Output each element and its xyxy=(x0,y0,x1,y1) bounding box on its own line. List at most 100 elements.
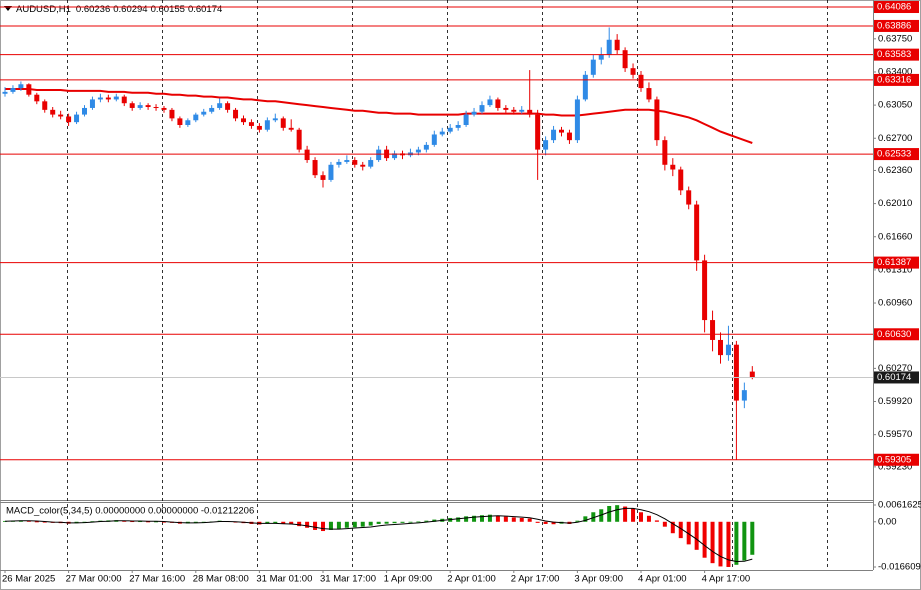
macd-bar xyxy=(710,521,715,564)
level-box xyxy=(874,148,919,161)
candle-body xyxy=(344,160,350,162)
y-tick-label: 0.61310 xyxy=(878,264,912,275)
level-box xyxy=(874,328,919,341)
candle-body xyxy=(217,103,223,108)
candle-body xyxy=(741,390,747,401)
macd-bar xyxy=(42,521,47,523)
candle-body xyxy=(89,99,95,108)
macd-bar xyxy=(344,521,349,528)
macd-bar xyxy=(591,512,596,522)
candle-body xyxy=(145,105,151,108)
candle-body xyxy=(638,74,644,89)
macd-bar xyxy=(631,508,636,522)
macd-bar xyxy=(678,521,683,539)
candle-body xyxy=(392,153,398,159)
candle-body xyxy=(503,107,509,110)
macd-bar xyxy=(654,520,659,522)
macd-bar xyxy=(646,515,651,522)
open-value: 0.60236 xyxy=(76,4,110,15)
candle-body xyxy=(50,109,56,115)
y-tick-label: 0.62010 xyxy=(878,198,912,209)
macd-signal xyxy=(4,507,753,563)
current-price-label: 0.60174 xyxy=(877,372,911,383)
macd-bar xyxy=(26,520,31,522)
candle-body xyxy=(551,129,557,141)
candle-body xyxy=(280,118,286,128)
x-tick-label: 2 Apr 17:00 xyxy=(511,574,560,585)
candle-body xyxy=(718,339,723,356)
macd-bar xyxy=(321,521,325,532)
candle-body xyxy=(527,109,533,115)
macd-bar xyxy=(392,521,397,524)
y-tick-label: 0.62360 xyxy=(878,165,912,176)
candle-body xyxy=(654,99,660,141)
candle-body xyxy=(439,131,445,135)
macd-bar xyxy=(162,521,166,523)
candle-body xyxy=(105,97,111,100)
x-tick-label: 27 Mar 16:00 xyxy=(129,574,185,585)
candle-body xyxy=(710,320,716,340)
level-box xyxy=(874,19,919,32)
level-box xyxy=(874,48,919,61)
macd-bar xyxy=(273,521,278,524)
candle-body xyxy=(614,39,620,51)
candle-body xyxy=(694,204,700,261)
candle-body xyxy=(18,84,24,89)
candle-body xyxy=(304,149,310,161)
candle-body xyxy=(686,190,692,205)
candle-body xyxy=(169,109,175,119)
candle-body xyxy=(209,107,215,112)
y-tick-label: 0.59230 xyxy=(878,461,912,472)
candle-body xyxy=(185,120,191,125)
macd-bar xyxy=(726,521,731,567)
x-tick-label: 4 Apr 17:00 xyxy=(702,574,751,585)
macd-bar xyxy=(130,521,135,523)
candle-body xyxy=(2,91,8,94)
candle-body xyxy=(749,371,755,378)
macd-bar xyxy=(694,521,699,550)
x-tick-label: 4 Apr 01:00 xyxy=(638,574,687,585)
macd-bar xyxy=(281,521,286,524)
candle-body xyxy=(455,125,461,128)
candle-body xyxy=(34,94,40,102)
macd-bar xyxy=(639,512,643,522)
macd-bar xyxy=(416,521,421,523)
level-box xyxy=(874,1,919,14)
candle-body xyxy=(113,96,119,100)
x-tick-label: 28 Mar 08:00 xyxy=(193,574,249,585)
y-tick-label: 0.62700 xyxy=(878,133,912,144)
macd-bar xyxy=(503,516,508,522)
candle-body xyxy=(296,129,302,150)
level-label: 0.61387 xyxy=(877,257,911,268)
macd-bar xyxy=(527,518,532,522)
candle-body xyxy=(423,144,429,150)
candle-body xyxy=(670,164,676,170)
level-box xyxy=(874,73,919,86)
macd-bar xyxy=(718,521,723,567)
macd-bar xyxy=(432,519,437,522)
x-tick-label: 27 Mar 00:00 xyxy=(66,574,122,585)
candle-body xyxy=(447,127,453,132)
candle-body xyxy=(137,105,143,108)
macd-bar xyxy=(519,517,524,522)
macd-bar xyxy=(487,514,492,522)
macd-bar xyxy=(543,521,548,524)
macd-bar xyxy=(368,521,373,526)
current-price-box xyxy=(874,371,919,384)
candle-body xyxy=(10,88,16,92)
candle-body xyxy=(463,114,469,125)
level-label: 0.63583 xyxy=(877,49,911,60)
macd-bar xyxy=(289,521,294,525)
candle-body xyxy=(161,107,167,110)
macd-bar xyxy=(480,515,484,522)
macd-bar xyxy=(742,521,747,561)
candle-body xyxy=(582,74,588,100)
macd-title: MACD_color(5,34,5) 0.00000000 0.00000000… xyxy=(6,506,254,517)
candle-body xyxy=(82,107,87,115)
macd-bar xyxy=(305,521,310,528)
y-tick-label: -0.0166093 xyxy=(878,562,921,573)
candle-body xyxy=(201,111,207,115)
y-tick-label: 0.59920 xyxy=(878,396,912,407)
candle-body xyxy=(598,54,604,60)
y-tick-label: 0.61660 xyxy=(878,231,912,242)
